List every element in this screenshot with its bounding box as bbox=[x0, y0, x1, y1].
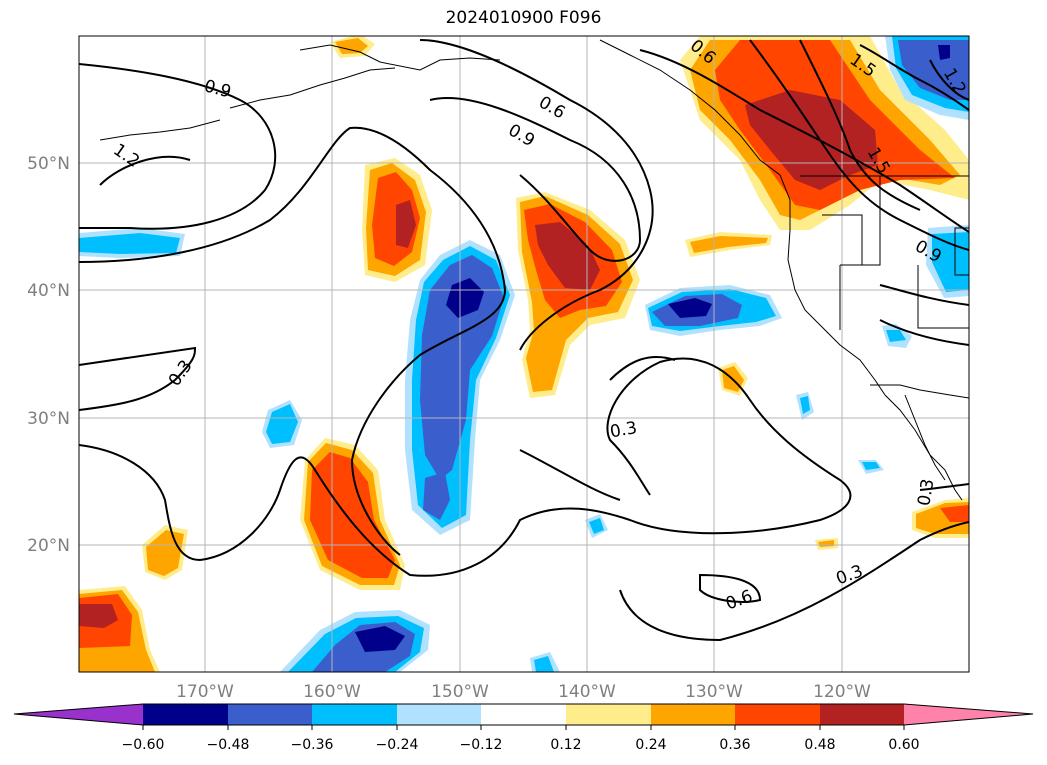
colorbar-tick-label: −0.60 bbox=[122, 737, 165, 753]
contour-label: 0.9 bbox=[202, 76, 233, 102]
coastlines bbox=[99, 39, 969, 501]
colorbar-tick-label: 0.48 bbox=[804, 737, 835, 753]
colorbar-extend-low bbox=[14, 704, 143, 725]
lon-label-130w: 130°W bbox=[685, 682, 743, 702]
contour-label: 1.2 bbox=[109, 140, 143, 172]
lat-label-30n: 30°N bbox=[27, 409, 70, 429]
gridlines bbox=[79, 36, 969, 672]
colorbar-segment bbox=[735, 704, 820, 725]
colorbar-tick-label: 0.36 bbox=[719, 737, 750, 753]
lat-label-40n: 40°N bbox=[27, 281, 70, 301]
map-plot-area: 0.9 1.2 0.6 0.9 0.3 0.3 0.6 0.3 0.3 1.5 … bbox=[79, 36, 969, 672]
contour-lines bbox=[79, 39, 969, 642]
colorbar-tick-label: −0.24 bbox=[376, 737, 419, 753]
colorbar-segment bbox=[397, 704, 481, 725]
map-title: 2024010900 F096 bbox=[445, 8, 602, 28]
colorbar-segment bbox=[651, 704, 735, 725]
colorbar: −0.60 −0.48 −0.36 −0.24 −0.12 0.12 0.24 … bbox=[13, 703, 1034, 753]
colorbar-segment bbox=[312, 704, 397, 725]
colorbar-tick-label: −0.48 bbox=[207, 737, 250, 753]
lon-label-140w: 140°W bbox=[558, 682, 616, 702]
colorbar-tick-label: 0.24 bbox=[635, 737, 666, 753]
colorbar-tick-label: 0.12 bbox=[550, 737, 581, 753]
colorbar-segment bbox=[143, 704, 228, 725]
longitude-labels: 170°W 160°W 150°W 140°W 130°W 120°W bbox=[176, 682, 871, 702]
contour-label: 0.9 bbox=[505, 120, 538, 151]
colorbar-tick-label: 0.60 bbox=[888, 737, 919, 753]
colorbar-segment bbox=[566, 704, 651, 725]
colorbar-segment bbox=[228, 704, 312, 725]
colorbar-extend-high bbox=[904, 704, 1033, 725]
lon-label-120w: 120°W bbox=[813, 682, 871, 702]
lat-label-20n: 20°N bbox=[27, 536, 70, 556]
lon-label-170w: 170°W bbox=[176, 682, 234, 702]
colorbar-tick-label: −0.36 bbox=[291, 737, 334, 753]
contour-label: 0.3 bbox=[914, 477, 938, 507]
contour-label: 0.3 bbox=[608, 418, 638, 442]
contour-label: 0.3 bbox=[834, 561, 866, 589]
colorbar-segment bbox=[481, 704, 566, 725]
contour-label: 0.6 bbox=[723, 586, 755, 614]
lon-label-160w: 160°W bbox=[303, 682, 361, 702]
colorbar-segment bbox=[820, 704, 904, 725]
lat-label-50n: 50°N bbox=[27, 154, 70, 174]
plot-frame bbox=[78, 35, 970, 673]
colorbar-tick-label: −0.12 bbox=[460, 737, 503, 753]
contour-labels: 0.9 1.2 0.6 0.9 0.3 0.3 0.6 0.3 0.3 1.5 … bbox=[109, 36, 969, 614]
lon-label-150w: 150°W bbox=[431, 682, 489, 702]
latitude-labels: 50°N 40°N 30°N 20°N bbox=[27, 154, 70, 556]
